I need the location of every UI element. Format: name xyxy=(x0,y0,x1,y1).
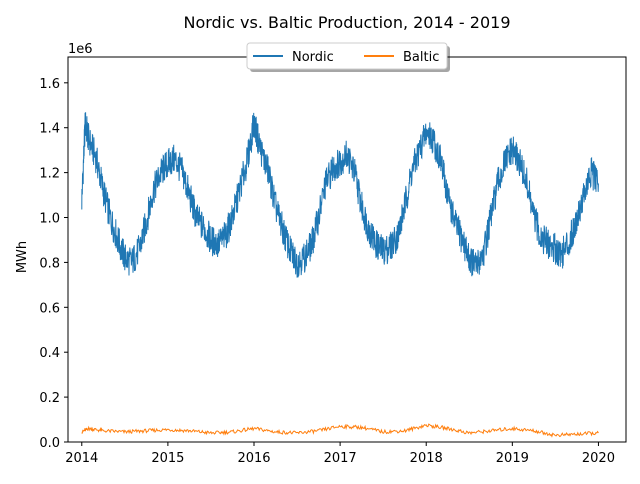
y-tick-label: 0.8 xyxy=(39,256,60,271)
y-tick-label: 1.0 xyxy=(39,212,60,227)
x-tick-label: 2019 xyxy=(496,451,529,466)
chart-title: Nordic vs. Baltic Production, 2014 - 201… xyxy=(183,13,510,32)
y-tick-label: 0.4 xyxy=(39,346,60,361)
series-line-nordic xyxy=(81,112,599,278)
x-tick-label: 2016 xyxy=(237,451,270,466)
legend: Nordic Baltic xyxy=(246,42,450,72)
x-tick-label: 2015 xyxy=(151,451,184,466)
y-axis-offset-label: 1e6 xyxy=(68,42,93,57)
y-axis-label: MWh xyxy=(15,241,30,273)
y-tick-label: 1.2 xyxy=(39,167,60,182)
axis-ticks: 2014 2015 2016 2017 2018 2019 2020 0.0 0.2 0.4 0.6… xyxy=(39,77,615,466)
y-tick-label: 0.6 xyxy=(39,301,60,316)
y-tick-label: 0.2 xyxy=(39,391,60,406)
y-tick-label: 1.4 xyxy=(39,122,60,137)
legend-label-baltic: Baltic xyxy=(403,50,439,65)
y-tick-label: 0.0 xyxy=(39,436,60,451)
plot-area-frame xyxy=(67,56,627,443)
x-tick-label: 2017 xyxy=(324,451,357,466)
x-tick-label: 2018 xyxy=(410,451,443,466)
legend-label-nordic: Nordic xyxy=(292,50,334,65)
y-tick-label: 1.6 xyxy=(39,77,60,92)
legend-box xyxy=(246,42,448,70)
x-tick-label: 2020 xyxy=(582,451,615,466)
series-line-baltic xyxy=(81,423,599,438)
series-layer xyxy=(81,112,599,438)
x-tick-label: 2014 xyxy=(65,451,98,466)
